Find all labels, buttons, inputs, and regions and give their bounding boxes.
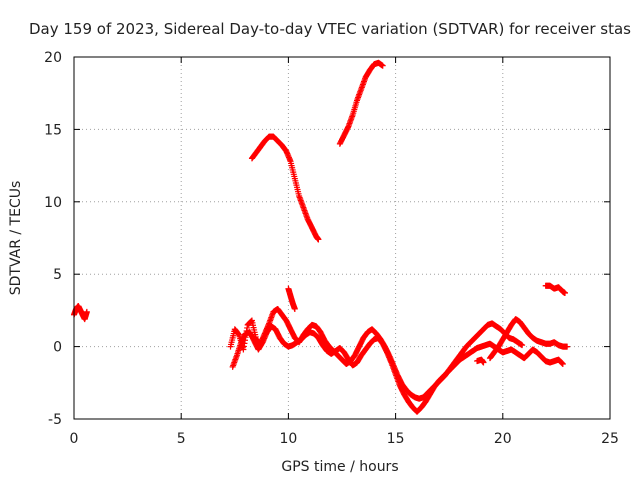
y-axis-label: SDTVAR / TECUs <box>8 181 24 296</box>
plot-frame <box>73 56 611 420</box>
series-arc-5 <box>336 59 386 147</box>
x-axis-label: GPS time / hours <box>281 459 398 475</box>
x-tick-label: 10 <box>279 431 297 447</box>
data-point-marker <box>519 342 526 349</box>
y-tick-label: -5 <box>48 412 62 428</box>
series-arc-9 <box>474 356 487 366</box>
data-point-marker <box>564 343 571 350</box>
y-tick-label: 5 <box>53 267 62 283</box>
series-arc-1 <box>71 303 90 323</box>
y-tick-label: 10 <box>44 195 62 211</box>
x-tick-label: 15 <box>387 431 405 447</box>
data-point-marker <box>559 360 566 367</box>
y-tick-label: 20 <box>44 50 62 66</box>
data-points <box>71 59 571 415</box>
series-arc-3 <box>229 323 566 415</box>
grid <box>74 57 610 419</box>
series-arc-8 <box>542 282 568 297</box>
data-point-marker <box>291 305 298 312</box>
data-point-marker <box>480 359 487 366</box>
series-arc-7 <box>486 316 571 362</box>
x-tick-label: 0 <box>70 431 79 447</box>
x-tick-label: 5 <box>177 431 186 447</box>
series-arc-4 <box>248 133 322 243</box>
chart-title: Day 159 of 2023, Sidereal Day-to-day VTE… <box>29 20 631 38</box>
y-tick-label: 15 <box>44 122 62 138</box>
data-point-marker <box>561 290 568 297</box>
x-tick-label: 20 <box>494 431 512 447</box>
y-tick-label: 0 <box>53 340 62 356</box>
series-arc-6 <box>285 285 298 312</box>
data-point-marker <box>379 62 386 69</box>
data-point-marker <box>315 236 322 243</box>
data-point-marker <box>83 308 90 315</box>
x-tick-label: 25 <box>601 431 619 447</box>
